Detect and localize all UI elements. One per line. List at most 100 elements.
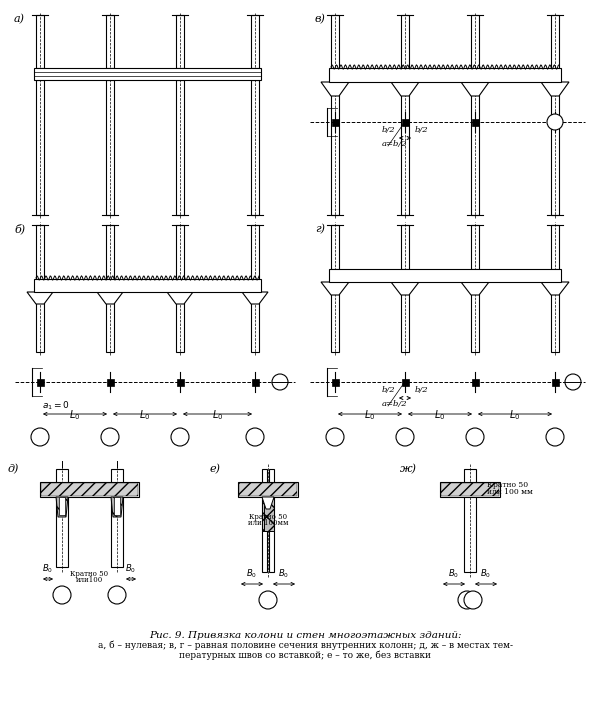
Bar [34, 68, 261, 80]
Bar [262, 469, 267, 572]
Circle shape [31, 428, 49, 446]
Bar [264, 499, 274, 531]
Bar [441, 483, 499, 496]
Bar [401, 15, 409, 68]
Bar [36, 292, 44, 352]
Polygon shape [262, 497, 274, 509]
Text: д): д) [8, 464, 20, 474]
Text: г): г) [315, 224, 325, 234]
Text: b/2: b/2 [415, 126, 429, 134]
Bar [332, 118, 338, 125]
Bar [401, 118, 409, 125]
Text: $B_0$: $B_0$ [448, 567, 459, 580]
Bar [176, 15, 184, 68]
Text: $B_0$: $B_0$ [125, 562, 136, 575]
Bar [262, 499, 272, 531]
Text: Кратно 50: Кратно 50 [487, 481, 528, 489]
Text: $L_0$: $L_0$ [434, 408, 445, 422]
Bar [106, 379, 114, 385]
Bar [56, 469, 68, 567]
Bar [472, 118, 478, 125]
Bar [471, 82, 479, 215]
Bar [106, 292, 114, 352]
Circle shape [326, 428, 344, 446]
Circle shape [108, 586, 126, 604]
Bar [36, 225, 44, 279]
Bar [111, 469, 123, 567]
Text: Рис. 9. Привязка колони и стен многоэтажных зданий:: Рис. 9. Привязка колони и стен многоэтаж… [148, 631, 461, 640]
Bar [176, 292, 184, 352]
Circle shape [466, 428, 484, 446]
Bar [471, 282, 479, 352]
Text: $B_0$: $B_0$ [43, 562, 54, 575]
Bar [472, 379, 478, 385]
Polygon shape [391, 282, 419, 295]
Bar [238, 482, 298, 497]
Bar [40, 482, 139, 497]
Polygon shape [97, 292, 123, 304]
Polygon shape [56, 497, 68, 517]
Bar [401, 282, 409, 352]
Text: $B_0$: $B_0$ [279, 567, 290, 580]
Text: a=b/2: a=b/2 [382, 140, 408, 148]
Text: $B_0$: $B_0$ [246, 567, 257, 580]
Text: b/2: b/2 [381, 126, 395, 134]
Bar [251, 15, 259, 68]
Bar [252, 379, 258, 385]
Circle shape [259, 591, 277, 609]
Circle shape [464, 591, 482, 609]
Text: $L_0$: $L_0$ [510, 408, 521, 422]
Bar [551, 282, 559, 352]
Bar [251, 225, 259, 279]
Bar [106, 225, 114, 279]
Bar [251, 292, 259, 352]
Bar [106, 80, 114, 215]
Polygon shape [321, 82, 349, 96]
Text: в): в) [315, 14, 326, 24]
Bar [551, 82, 559, 215]
Text: $B_0$: $B_0$ [480, 567, 491, 580]
Text: Кратно 50: Кратно 50 [249, 513, 287, 521]
Bar [464, 469, 476, 572]
Text: b/2: b/2 [381, 386, 395, 394]
Bar [401, 225, 409, 269]
Text: пературных швов со вставкой; е – то же, без вставки: пературных швов со вставкой; е – то же, … [179, 651, 431, 660]
Bar [329, 269, 561, 282]
Text: $L_0$: $L_0$ [212, 408, 223, 422]
Bar [331, 82, 339, 215]
Circle shape [272, 374, 288, 390]
Bar [331, 15, 339, 68]
Circle shape [547, 114, 563, 130]
Circle shape [53, 586, 71, 604]
Text: a=b/2: a=b/2 [382, 400, 408, 408]
Polygon shape [111, 497, 123, 517]
Polygon shape [321, 282, 349, 295]
Bar [401, 82, 409, 215]
Bar [41, 483, 138, 496]
Polygon shape [59, 497, 65, 515]
Bar [269, 469, 274, 572]
Circle shape [246, 428, 264, 446]
Text: $a_1=0$: $a_1=0$ [42, 400, 70, 412]
Bar [36, 80, 44, 215]
Bar [177, 379, 183, 385]
Text: или100: или100 [76, 576, 103, 584]
Circle shape [396, 428, 414, 446]
Bar [331, 225, 339, 269]
Text: ж): ж) [400, 464, 417, 474]
Bar [440, 482, 500, 497]
Text: а): а) [14, 14, 25, 24]
Text: b/2: b/2 [415, 386, 429, 394]
Polygon shape [391, 82, 419, 96]
Bar [36, 15, 44, 68]
Circle shape [101, 428, 119, 446]
Polygon shape [461, 282, 489, 295]
Bar [471, 15, 479, 68]
Text: б): б) [14, 224, 25, 235]
Bar [34, 279, 261, 292]
Bar [106, 15, 114, 68]
Text: или 100 мм: или 100 мм [487, 488, 533, 496]
Text: е): е) [210, 464, 221, 474]
Text: $L_0$: $L_0$ [364, 408, 376, 422]
Bar [251, 80, 259, 215]
